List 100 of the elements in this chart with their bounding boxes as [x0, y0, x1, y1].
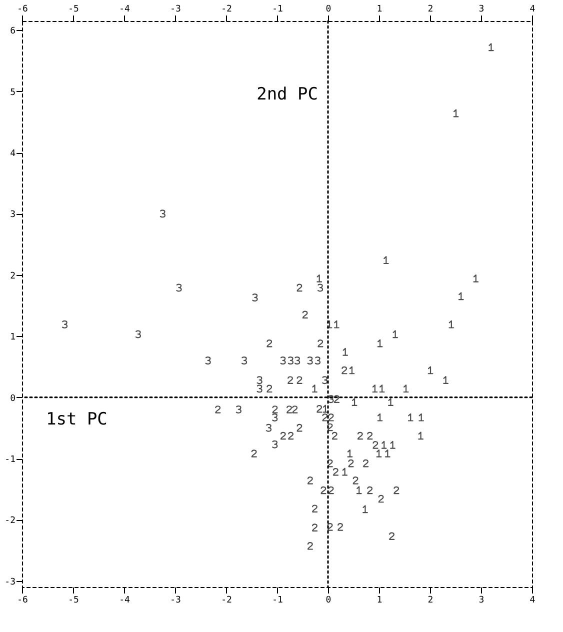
x2-tick-label: 3: [478, 596, 484, 606]
x2-tick-label: -3: [170, 596, 181, 606]
point: [377, 339, 383, 348]
point: [176, 284, 182, 292]
x-tick-label: -4: [119, 4, 130, 14]
point: [251, 450, 257, 458]
point: [356, 486, 362, 494]
point: [338, 523, 344, 531]
point: [266, 339, 272, 348]
point: [376, 449, 382, 458]
ref-line-label: 2nd PC: [256, 84, 318, 105]
point: [352, 476, 358, 484]
point: [307, 356, 313, 364]
point: [377, 413, 383, 422]
point: [352, 398, 358, 406]
point: [322, 414, 328, 422]
y-tick-label: -2: [4, 516, 16, 526]
x2-tick-label: 1: [376, 596, 382, 606]
point: [349, 366, 355, 374]
x2-tick-label: -2: [221, 596, 232, 606]
point: [292, 406, 298, 414]
point: [342, 348, 348, 356]
x-tick-label: 1: [376, 4, 382, 14]
x-tick-label: -3: [170, 4, 181, 14]
point: [316, 274, 322, 282]
point: [266, 424, 272, 432]
point: [392, 330, 398, 338]
point: [418, 432, 424, 440]
x2-tick-label: 2: [428, 596, 434, 606]
x-tick-label: -6: [17, 4, 28, 14]
point: [288, 432, 294, 440]
point: [363, 459, 369, 468]
x-tick-label: 2: [428, 4, 434, 14]
point: [294, 356, 300, 364]
x2-tick-label: 4: [530, 596, 536, 606]
point: [215, 406, 221, 414]
point: [334, 320, 340, 328]
point: [403, 384, 409, 393]
point: [135, 330, 142, 338]
point: [488, 43, 494, 52]
point: [327, 523, 333, 531]
x-tick-label: 0: [326, 4, 332, 14]
point: [241, 356, 248, 364]
point: [372, 384, 378, 393]
point: [328, 414, 334, 422]
x2-tick-label: -4: [119, 596, 130, 606]
x-tick-label: 3: [478, 4, 484, 14]
point: [314, 356, 321, 364]
ref-line-label: 1st PC: [46, 409, 108, 430]
point: [322, 404, 328, 413]
x-tick-label: -2: [221, 4, 232, 14]
point: [383, 256, 389, 264]
point: [443, 376, 449, 384]
point: [381, 440, 387, 449]
point: [328, 395, 334, 404]
x2-tick-label: -1: [272, 596, 283, 606]
point: [266, 384, 272, 393]
point: [205, 356, 211, 364]
x2-tick-label: -5: [68, 596, 79, 606]
point: [327, 459, 333, 468]
point: [428, 366, 434, 374]
point: [473, 274, 479, 282]
point: [316, 404, 322, 413]
point: [296, 376, 302, 384]
point: [307, 476, 314, 484]
y-tick-label: 2: [10, 271, 16, 282]
point: [312, 524, 318, 532]
point: [347, 449, 353, 458]
point: [327, 423, 333, 432]
point: [272, 414, 278, 422]
point: [280, 432, 286, 440]
point: [328, 486, 334, 494]
y-tick-label: 1: [10, 332, 16, 343]
point: [288, 376, 294, 384]
point: [312, 504, 318, 512]
point: [367, 432, 373, 440]
point: [357, 432, 364, 440]
point: [252, 294, 258, 302]
point: [334, 395, 340, 403]
x-tick-label: -1: [272, 4, 283, 14]
point: [379, 384, 385, 393]
point: [272, 406, 278, 414]
point: [326, 320, 332, 328]
x-tick-label: 4: [530, 4, 536, 14]
point: [378, 494, 384, 503]
point: [286, 406, 292, 414]
y-tick-label: -1: [4, 455, 16, 466]
y-tick-label: 4: [10, 149, 16, 160]
point: [296, 284, 302, 292]
y-tick-label: 0: [10, 394, 16, 404]
y-tick-label: -3: [4, 577, 16, 588]
y-tick-label: 5: [10, 88, 16, 98]
point: [384, 449, 390, 458]
x-tick-label: -5: [68, 4, 79, 14]
point: [318, 339, 324, 348]
point: [320, 486, 326, 494]
point: [348, 459, 354, 468]
point: [302, 310, 308, 319]
point: [458, 292, 464, 300]
point: [408, 413, 414, 422]
